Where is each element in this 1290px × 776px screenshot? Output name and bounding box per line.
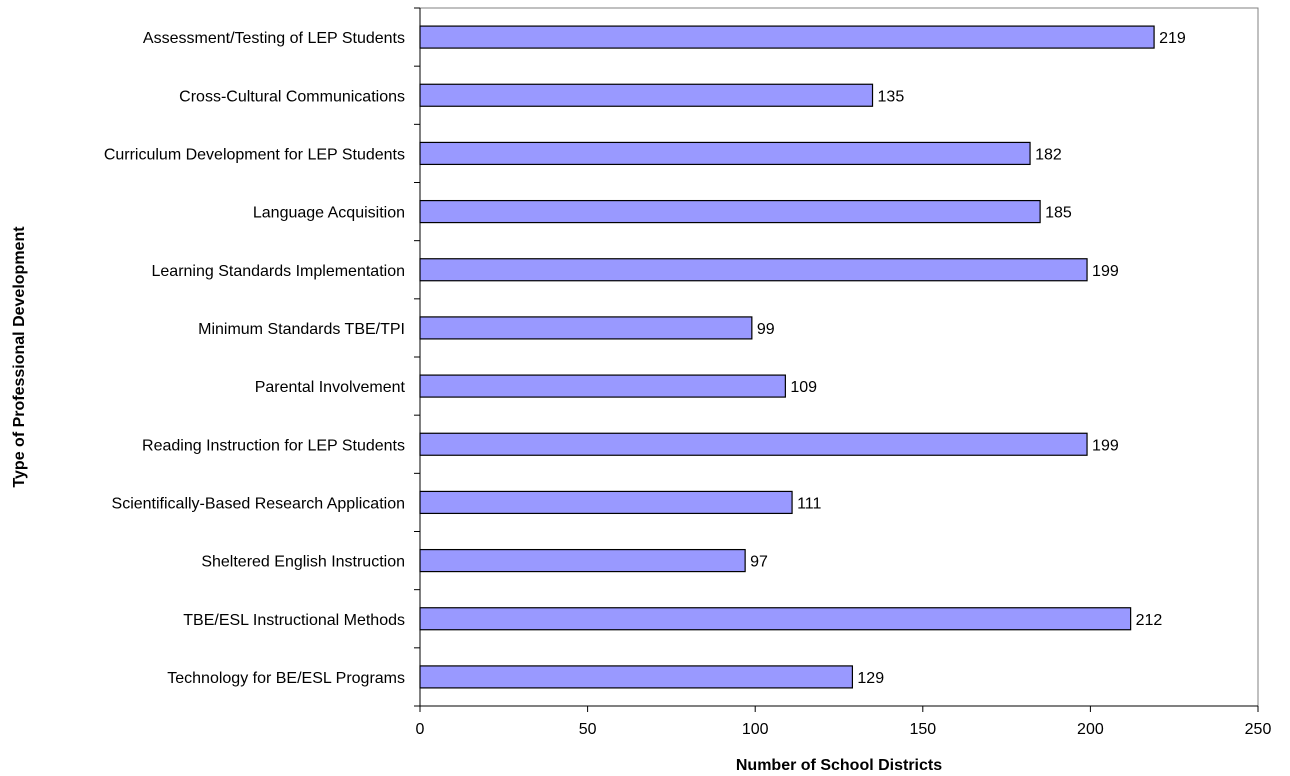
x-tick-label: 50 bbox=[579, 721, 597, 738]
x-tick-label: 100 bbox=[742, 721, 769, 738]
data-label: 199 bbox=[1092, 437, 1119, 454]
data-label: 199 bbox=[1092, 263, 1119, 280]
category-label: Minimum Standards TBE/TPI bbox=[198, 321, 405, 338]
bar bbox=[419, 607, 1132, 631]
x-tick-label: 200 bbox=[1077, 721, 1104, 738]
category-label: Technology for BE/ESL Programs bbox=[167, 670, 405, 687]
ticks-group: 0 50 100 150 200 250 bbox=[414, 7, 1272, 738]
x-axis-title: Number of School Districts bbox=[736, 757, 942, 774]
data-label: 135 bbox=[878, 88, 905, 105]
category-label: Assessment/Testing of LEP Students bbox=[143, 30, 405, 47]
data-label: 109 bbox=[790, 379, 817, 396]
category-label: Language Acquisition bbox=[253, 205, 405, 222]
x-tick-label: 0 bbox=[416, 721, 425, 738]
bar bbox=[419, 316, 753, 340]
data-label: 219 bbox=[1159, 30, 1186, 47]
bar bbox=[419, 665, 854, 689]
bar bbox=[419, 432, 1088, 456]
bar bbox=[419, 548, 746, 573]
bar bbox=[419, 490, 793, 515]
category-label: Reading Instruction for LEP Students bbox=[142, 437, 405, 454]
category-label: Parental Involvement bbox=[255, 379, 406, 396]
plot-area bbox=[419, 7, 1259, 707]
data-label: 99 bbox=[757, 321, 775, 338]
x-tick-label: 150 bbox=[909, 721, 936, 738]
value-labels-group: 219 135 182 185 199 99 109 199 111 97 212 129 bbox=[750, 30, 1186, 687]
bar bbox=[419, 199, 1041, 224]
bar bbox=[419, 83, 874, 107]
y-axis-title: Type of Professional Development bbox=[11, 226, 28, 488]
category-label: Learning Standards Implementation bbox=[152, 263, 406, 280]
data-label: 129 bbox=[857, 670, 884, 687]
category-label: Scientifically-Based Research Applicatio… bbox=[112, 495, 405, 512]
category-label: TBE/ESL Instructional Methods bbox=[183, 612, 405, 629]
data-label: 111 bbox=[797, 495, 821, 512]
data-label: 185 bbox=[1045, 205, 1072, 222]
data-label: 97 bbox=[750, 554, 768, 571]
category-label: Curriculum Development for LEP Students bbox=[104, 146, 405, 163]
data-label: 212 bbox=[1136, 612, 1163, 629]
bar bbox=[419, 258, 1088, 282]
x-tick-label: 250 bbox=[1245, 721, 1272, 738]
bar bbox=[419, 374, 786, 398]
bar bbox=[419, 141, 1031, 166]
category-label: Cross-Cultural Communications bbox=[179, 88, 405, 105]
data-label: 182 bbox=[1035, 146, 1062, 163]
category-label: Sheltered English Instruction bbox=[201, 554, 405, 571]
category-labels-group: Assessment/Testing of LEP Students Cross-… bbox=[104, 30, 406, 687]
bar bbox=[419, 25, 1155, 49]
